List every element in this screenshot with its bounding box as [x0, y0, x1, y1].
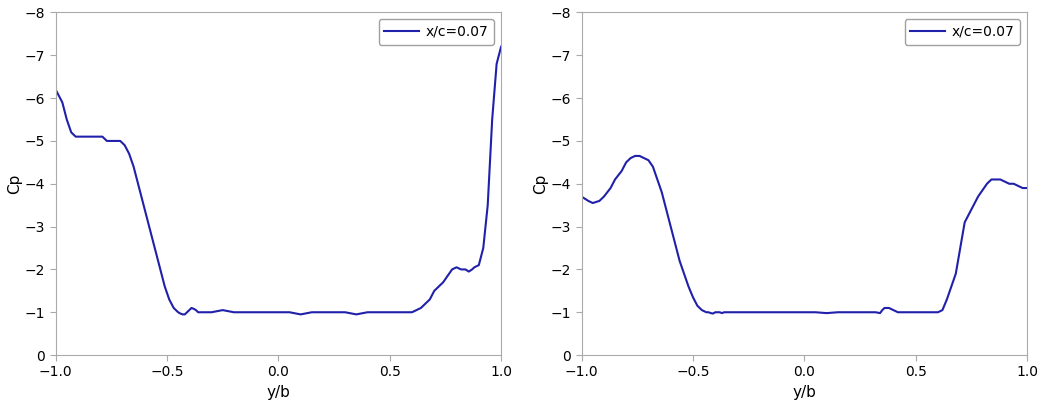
X-axis label: y/b: y/b	[792, 385, 816, 400]
Y-axis label: Cp: Cp	[533, 173, 548, 194]
Y-axis label: Cp: Cp	[7, 173, 22, 194]
X-axis label: y/b: y/b	[266, 385, 291, 400]
Legend: x/c=0.07: x/c=0.07	[905, 20, 1020, 44]
Legend: x/c=0.07: x/c=0.07	[378, 20, 494, 44]
